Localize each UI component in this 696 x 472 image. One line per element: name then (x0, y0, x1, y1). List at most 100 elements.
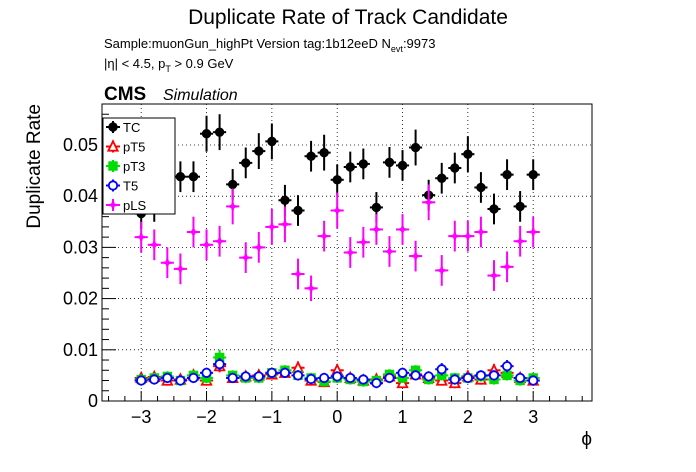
data-point (437, 173, 447, 183)
cut-info: |η| < 4.5, pT > 0.9 GeV (104, 56, 234, 74)
data-point (397, 160, 408, 171)
data-point (239, 250, 253, 265)
data-point (254, 146, 264, 156)
x-tick-label: −3 (131, 407, 152, 427)
data-point (502, 370, 512, 381)
data-point (384, 157, 395, 168)
data-point (332, 175, 342, 185)
legend-marker (108, 122, 118, 132)
y-tick-label: 0 (88, 391, 98, 411)
y-tick-label: 0.02 (63, 289, 98, 309)
series-t5 (134, 357, 540, 389)
legend-entry-tc: TC (106, 120, 140, 135)
data-point (266, 367, 277, 378)
data-point (201, 129, 212, 139)
data-point (227, 179, 238, 190)
data-point (291, 267, 305, 281)
data-point (241, 158, 251, 168)
legend-marker (107, 180, 119, 191)
data-point (462, 372, 473, 384)
cut-line-a: |η| < 4.5, p (104, 56, 165, 71)
x-tick-label: 1 (398, 407, 408, 427)
x-axis-label: ϕ (581, 429, 592, 450)
data-point (319, 147, 329, 158)
data-point (410, 370, 421, 381)
legend-label: pT5 (123, 140, 145, 155)
y-axis-label: Duplicate Rate (24, 104, 45, 229)
data-point (474, 225, 488, 239)
data-point (292, 370, 304, 381)
data-point (252, 240, 266, 255)
data-point (515, 201, 525, 212)
data-point (225, 199, 240, 214)
data-point (397, 367, 408, 378)
data-point (358, 374, 369, 385)
data-point (384, 372, 395, 384)
data-point (395, 222, 410, 237)
data-point (175, 375, 186, 386)
data-point (162, 372, 173, 384)
data-point (500, 260, 514, 274)
data-point (136, 375, 147, 386)
cut-subscript: T (165, 64, 171, 74)
data-point (448, 229, 462, 243)
data-point (345, 372, 356, 384)
legend-label: T5 (123, 179, 138, 194)
data-point (475, 370, 487, 381)
data-point (435, 263, 449, 278)
data-point (306, 151, 316, 161)
nevt-subscript: evt (391, 44, 404, 54)
sample-info: Sample:muonGun_highPt Version tag:1b12ee… (104, 36, 435, 54)
y-tick-label: 0.05 (63, 135, 98, 155)
data-point (305, 373, 317, 385)
data-point (436, 364, 447, 375)
data-point (304, 281, 318, 296)
legend-marker (108, 161, 118, 171)
data-point (423, 371, 434, 382)
x-tick-label: −1 (262, 407, 283, 427)
data-point (343, 245, 357, 260)
data-point (279, 367, 291, 378)
data-point (330, 203, 344, 218)
x-tick-label: 2 (463, 407, 473, 427)
data-point (371, 377, 382, 389)
data-point (371, 202, 382, 213)
data-point (149, 374, 160, 385)
data-point (410, 142, 421, 153)
data-point (280, 195, 290, 205)
data-point (188, 172, 199, 182)
legend-entry-pt5: pT5 (106, 139, 145, 155)
x-tick-label: 3 (528, 407, 538, 427)
legend-marker (106, 139, 120, 152)
data-point (332, 371, 343, 382)
data-point (356, 235, 371, 249)
plot-frame (101, 103, 593, 402)
data-point (515, 372, 526, 384)
data-point (501, 361, 513, 372)
data-point (199, 238, 214, 252)
data-marks (134, 114, 540, 389)
y-tick-label: 0.04 (63, 186, 98, 206)
data-point (488, 370, 500, 381)
data-point (173, 262, 188, 276)
data-point (528, 375, 539, 386)
axes: −3 −2 −1 0 1 2 3 0 0.01 0.02 0.03 0.04 0.05 (63, 103, 593, 427)
series-pls (134, 184, 540, 302)
data-point (449, 374, 460, 385)
simulation-label: Simulation (163, 87, 238, 104)
data-point (134, 230, 148, 244)
data-point (345, 162, 355, 172)
data-point (450, 163, 460, 173)
series-tc (134, 114, 540, 229)
data-point (188, 372, 199, 384)
data-point (214, 127, 225, 137)
data-point (240, 371, 251, 382)
data-point (175, 172, 186, 182)
data-point (408, 249, 423, 263)
nevt-value: :9973 (403, 36, 436, 51)
data-point (526, 225, 540, 239)
x-tick-label: −2 (196, 407, 217, 427)
data-point (227, 372, 238, 384)
data-point (293, 205, 303, 216)
